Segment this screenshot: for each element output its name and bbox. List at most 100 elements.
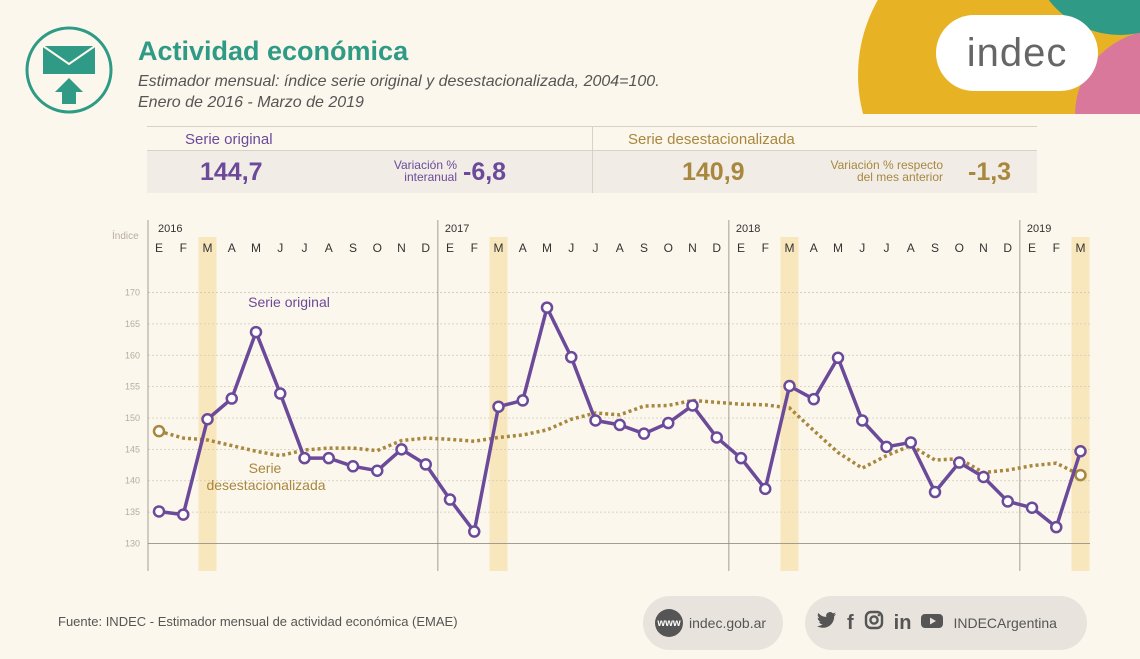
deseasonal-label: Serie desestacionalizada — [628, 131, 795, 148]
original-variation-label-2: interanual — [404, 170, 457, 184]
original-point — [443, 493, 457, 506]
original-point — [1025, 501, 1039, 514]
original-point — [516, 394, 529, 407]
original-point — [710, 431, 723, 444]
month-label: F — [180, 241, 187, 255]
month-label: A — [616, 241, 624, 255]
original-point — [152, 505, 166, 518]
logo-text: indec — [966, 30, 1068, 75]
line-chart: 130 135 140 145 150 155 160 165 170 Índice 2016 201… — [112, 220, 1090, 571]
deseasonal-series-line — [158, 398, 1082, 477]
original-point — [589, 414, 602, 427]
deseasonal-variation-label-1: Variación % respecto — [830, 158, 944, 172]
youtube-icon[interactable] — [921, 612, 944, 635]
month-label: J — [859, 241, 865, 255]
website-pill[interactable]: www indec.gob.ar — [643, 596, 783, 650]
web-icon: www — [655, 609, 683, 637]
original-point — [1074, 444, 1087, 458]
month-label: N — [688, 241, 697, 255]
y-axis-label: Índice — [112, 229, 139, 242]
website-link[interactable]: indec.gob.ar — [689, 615, 767, 631]
original-point — [637, 427, 651, 440]
month-label: S — [931, 241, 939, 255]
original-point — [662, 416, 675, 430]
original-point — [274, 387, 287, 400]
month-label: E — [1028, 241, 1036, 255]
month-label: A — [325, 241, 333, 255]
month-label: N — [397, 241, 406, 255]
original-point — [565, 350, 578, 364]
month-label: E — [155, 241, 163, 255]
year-label: 2017 — [445, 223, 469, 235]
highlight-band — [780, 237, 799, 571]
date-range: Enero de 2016 - Marzo de 2019 — [138, 94, 364, 111]
deseasonal-point — [152, 424, 166, 438]
month-label: J — [884, 241, 890, 255]
month-label: A — [810, 241, 818, 255]
month-label: J — [568, 241, 574, 255]
original-point — [322, 451, 335, 465]
original-body: 144,7 Variación % interanual -6,8 — [147, 151, 592, 193]
instagram-icon[interactable] — [864, 610, 884, 636]
month-label: N — [979, 241, 988, 255]
original-point — [783, 379, 796, 393]
page-title: Actividad económica — [138, 36, 409, 66]
original-point — [419, 458, 432, 471]
facebook-icon[interactable]: f — [847, 611, 854, 634]
deseasonal-body: 140,9 Variación % respecto del mes anter… — [592, 151, 1037, 193]
original-value: 144,7 — [200, 158, 263, 186]
original-point — [928, 485, 942, 499]
month-label: A — [519, 241, 527, 255]
deseasonal-series-label: Serie — [249, 460, 282, 476]
month-label: D — [1003, 241, 1012, 255]
y-tick-label: 145 — [125, 444, 140, 454]
year-label: 2019 — [1027, 223, 1051, 235]
month-label: F — [762, 241, 769, 255]
month-label: M — [833, 241, 843, 255]
stats-panel: Serie original Serie desestacionalizada … — [147, 126, 1037, 193]
month-label: M — [1076, 241, 1086, 255]
social-handle[interactable]: INDECArgentina — [953, 615, 1057, 631]
y-tick-label: 170 — [125, 288, 140, 298]
month-label: A — [228, 241, 236, 255]
twitter-icon[interactable] — [817, 611, 837, 635]
deseasonal-variation-label-2: del mes anterior — [856, 170, 943, 184]
deseasonal-variation-label: Variación % respecto del mes anterior — [798, 158, 944, 184]
month-label: E — [446, 241, 454, 255]
y-tick-label: 160 — [125, 350, 140, 360]
month-label: O — [664, 241, 673, 255]
original-variation-label: Variación % interanual — [352, 159, 457, 183]
y-tick-label: 135 — [125, 507, 140, 517]
month-label: J — [277, 241, 283, 255]
original-point — [201, 413, 214, 426]
year-label: 2016 — [158, 223, 182, 235]
month-label: S — [349, 241, 357, 255]
deco-teal-circle — [1048, 0, 1140, 35]
original-variation-label-1: Variación % — [393, 158, 457, 172]
y-tick-label: 140 — [125, 476, 140, 486]
original-label: Serie original — [185, 131, 273, 148]
original-point — [686, 399, 699, 412]
original-point — [249, 325, 263, 339]
linkedin-icon[interactable]: in — [893, 611, 912, 634]
deseasonal-value: 140,9 — [682, 158, 745, 186]
month-label: D — [421, 241, 430, 255]
original-point — [880, 440, 893, 454]
month-label: A — [907, 241, 915, 255]
month-label: O — [373, 241, 382, 255]
highlight-band — [1071, 237, 1090, 571]
deseasonal-point — [1074, 468, 1087, 482]
y-tick-label: 165 — [125, 319, 140, 329]
month-label: F — [471, 241, 478, 255]
original-header: Serie original — [147, 126, 592, 151]
y-tick-label: 130 — [125, 538, 140, 548]
original-point — [1050, 520, 1063, 534]
original-point — [177, 508, 190, 521]
original-point — [953, 456, 966, 469]
original-point — [540, 301, 554, 314]
original-point — [807, 392, 820, 406]
month-label: M — [785, 241, 795, 255]
social-pill: f in INDECArgentina — [805, 596, 1087, 650]
month-label: J — [302, 241, 308, 255]
original-point — [831, 351, 845, 365]
